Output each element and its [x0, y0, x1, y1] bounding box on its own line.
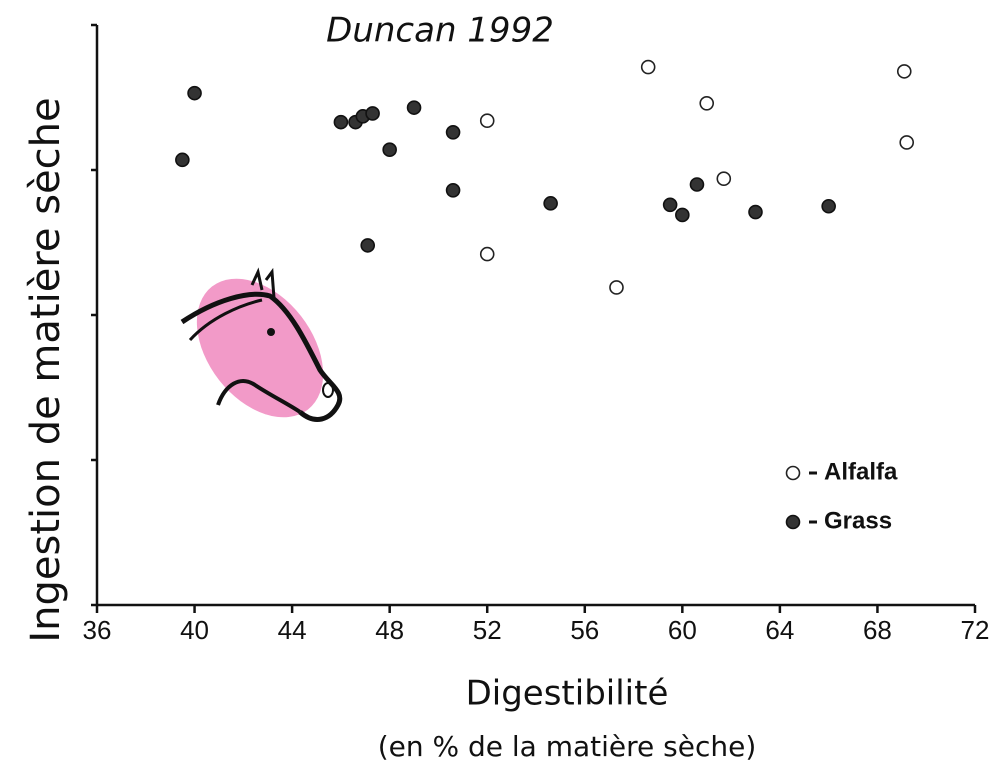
point	[360, 238, 376, 253]
point	[445, 183, 461, 198]
point	[640, 59, 656, 75]
point	[333, 114, 349, 130]
x-tick-label: 44	[278, 615, 307, 645]
point	[382, 142, 397, 157]
point	[821, 198, 836, 214]
legend-marker	[785, 514, 801, 530]
point	[896, 64, 912, 79]
point	[699, 96, 715, 111]
x-tick-label: 60	[668, 615, 697, 645]
x-tick-label: 72	[961, 615, 990, 645]
point	[187, 85, 202, 101]
x-tick-label: 48	[375, 615, 404, 645]
point	[406, 100, 422, 115]
horse-icon	[180, 267, 343, 422]
point	[662, 197, 678, 213]
x-tick-label: 68	[863, 615, 892, 645]
y-axis-label: Ingestion de matière sèche	[23, 97, 69, 642]
point	[365, 106, 380, 121]
x-axis-label: Digestibilité	[466, 674, 669, 714]
point	[675, 207, 690, 223]
point	[689, 177, 705, 192]
chart-title: Duncan 1992	[326, 11, 554, 51]
point	[175, 152, 190, 168]
x-tick-label: 52	[473, 615, 502, 645]
x-tick-label: 64	[765, 615, 794, 645]
point	[716, 171, 732, 186]
point	[479, 113, 495, 128]
point	[479, 246, 495, 262]
point	[543, 196, 558, 211]
legend-label: Grass	[824, 507, 892, 534]
x-tick-label: 36	[83, 615, 112, 645]
x-axis-note: (en % de la matière sèche)	[378, 730, 757, 763]
x-tick-label: 40	[180, 615, 209, 645]
point	[609, 280, 624, 295]
point	[899, 135, 915, 150]
point	[445, 125, 461, 140]
legend-marker	[785, 465, 801, 481]
legend-label: Alfalfa	[824, 458, 898, 485]
point	[748, 204, 763, 220]
x-tick-label: 56	[570, 615, 599, 645]
